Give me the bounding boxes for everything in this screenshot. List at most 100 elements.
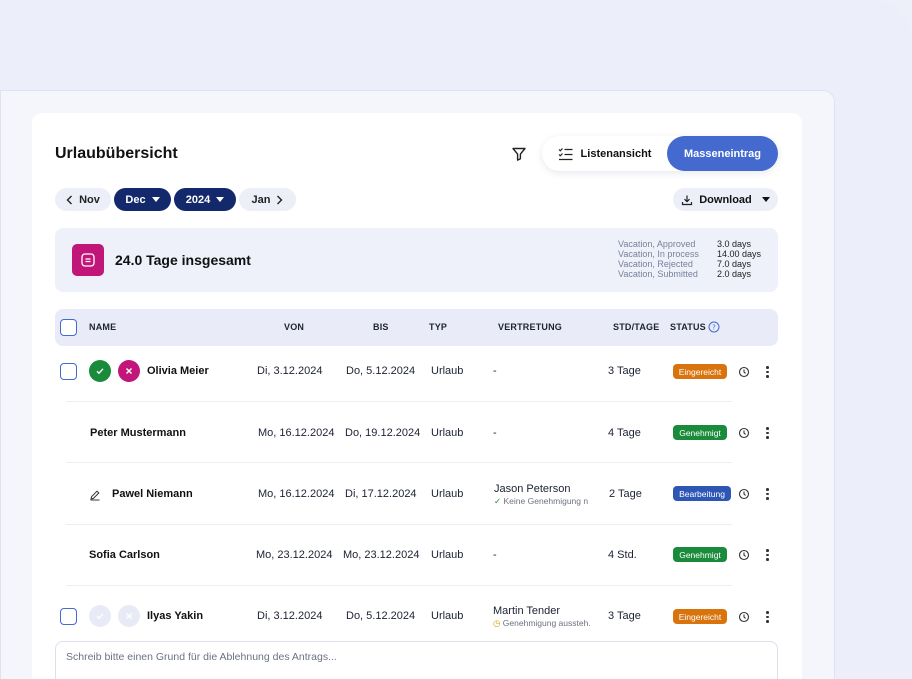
next-month-label: Jan <box>251 193 271 206</box>
date-to: Do, 5.12.2024 <box>346 610 416 622</box>
history-icon[interactable] <box>738 548 750 566</box>
svg-text:?: ? <box>712 324 716 332</box>
employee-name: Olivia Meier <box>147 365 209 377</box>
calendar-doc-icon <box>72 244 104 276</box>
stat-value: 3.0 days <box>717 239 752 249</box>
date-from: Di, 3.12.2024 <box>257 610 323 622</box>
leave-type: Urlaub <box>431 610 464 622</box>
reject-reason-placeholder: Schreib bitte einen Grund für die Ablehn… <box>66 651 337 663</box>
clock-warning-icon: ◷ <box>493 618 501 628</box>
list-check-icon <box>558 147 573 160</box>
approve-button[interactable] <box>89 605 111 627</box>
duration: 4 Tage <box>608 427 641 439</box>
stat-label: Vacation, In process <box>618 249 699 259</box>
approve-button[interactable] <box>89 360 111 382</box>
more-options-icon[interactable] <box>766 366 770 380</box>
substitute-note-text: Keine Genehmigung n <box>503 496 589 506</box>
substitute-note: ✓ Keine Genehmigung n <box>494 496 595 507</box>
check-icon <box>96 613 104 620</box>
stat-label: Vacation, Approved <box>618 239 696 249</box>
month-select[interactable]: Dec <box>114 188 171 211</box>
more-options-icon[interactable] <box>766 549 770 563</box>
col-std[interactable]: STD/TAGE <box>613 322 660 332</box>
mass-entry-button[interactable]: Masseneintrag <box>667 136 778 171</box>
history-icon[interactable] <box>738 426 750 444</box>
check-icon: ✓ <box>494 496 502 506</box>
close-icon <box>126 368 132 374</box>
month-label: Dec <box>125 193 146 206</box>
row-divider <box>66 585 732 586</box>
more-options-icon[interactable] <box>766 427 770 441</box>
next-month-button[interactable]: Jan <box>239 188 296 211</box>
leave-type: Urlaub <box>431 427 464 439</box>
row-divider <box>66 462 732 463</box>
row-divider <box>66 401 732 402</box>
status-badge: Eingereicht <box>673 609 727 624</box>
leave-type: Urlaub <box>431 549 464 561</box>
chevron-right-icon <box>277 195 283 204</box>
row-checkbox[interactable] <box>60 363 77 380</box>
col-von[interactable]: VON <box>284 322 305 332</box>
caret-down-icon <box>216 197 225 202</box>
reject-reason-input[interactable] <box>55 641 778 679</box>
download-label: Download <box>699 193 752 206</box>
date-to: Do, 19.12.2024 <box>345 427 421 439</box>
col-bis[interactable]: BIS <box>373 322 389 332</box>
close-icon <box>126 613 132 619</box>
substitute: - <box>493 427 497 439</box>
col-status[interactable]: STATUS <box>670 322 706 332</box>
duration: 3 Tage <box>608 610 641 622</box>
substitute: Martin Tender <box>493 605 561 617</box>
prev-month-button[interactable]: Nov <box>55 188 111 211</box>
date-to: Mo, 23.12.2024 <box>343 549 420 561</box>
year-label: 2024 <box>185 193 211 206</box>
history-icon[interactable] <box>738 487 750 505</box>
table-header <box>55 309 778 346</box>
caret-down-icon <box>151 197 160 202</box>
page-title: Urlaubübersicht <box>55 145 178 162</box>
stat-value: 7.0 days <box>717 259 752 269</box>
substitute: Jason Peterson <box>494 483 571 495</box>
summary-total: 24.0 Tage insgesamt <box>115 252 251 268</box>
select-all-checkbox[interactable] <box>60 319 77 336</box>
filter-icon[interactable] <box>510 145 528 163</box>
status-badge: Eingereicht <box>673 364 727 379</box>
list-view-label: Listenansicht <box>580 147 652 160</box>
stat-value: 2.0 days <box>717 269 752 279</box>
chevron-left-icon <box>66 195 73 204</box>
prev-month-label: Nov <box>79 193 100 206</box>
employee-name: Pawel Niemann <box>112 488 193 500</box>
employee-name: Sofia Carlson <box>89 549 160 561</box>
stat-label: Vacation, Rejected <box>618 259 693 269</box>
duration: 3 Tage <box>608 365 641 377</box>
col-name[interactable]: NAME <box>89 322 117 332</box>
help-icon[interactable]: ? <box>708 320 720 338</box>
date-to: Do, 5.12.2024 <box>346 365 416 377</box>
col-vertretung[interactable]: VERTRETUNG <box>498 322 563 332</box>
history-icon[interactable] <box>738 610 750 628</box>
edit-icon[interactable] <box>89 488 101 506</box>
date-to: Di, 17.12.2024 <box>345 488 417 500</box>
leave-type: Urlaub <box>431 365 464 377</box>
col-typ[interactable]: TYP <box>429 322 448 332</box>
date-from: Mo, 23.12.2024 <box>256 549 333 561</box>
employee-name: Peter Mustermann <box>90 427 186 439</box>
year-select[interactable]: 2024 <box>174 188 236 211</box>
list-view-button[interactable]: Listenansicht <box>542 136 667 171</box>
status-badge: Genehmigt <box>673 425 727 440</box>
substitute: - <box>493 549 497 561</box>
history-icon[interactable] <box>738 365 750 383</box>
reject-button[interactable] <box>118 605 140 627</box>
date-from: Mo, 16.12.2024 <box>258 488 335 500</box>
row-checkbox[interactable] <box>60 608 77 625</box>
more-options-icon[interactable] <box>766 488 770 502</box>
substitute-note: ◷ Genehmigung aussteh. <box>493 618 598 629</box>
substitute-note-text: Genehmigung aussteh. <box>502 618 591 628</box>
leave-type: Urlaub <box>431 488 464 500</box>
download-button[interactable]: Download <box>673 188 778 211</box>
caret-down-icon <box>761 197 770 202</box>
reject-button[interactable] <box>118 360 140 382</box>
more-options-icon[interactable] <box>766 611 770 625</box>
status-badge: Genehmigt <box>673 547 727 562</box>
check-icon <box>96 368 104 375</box>
